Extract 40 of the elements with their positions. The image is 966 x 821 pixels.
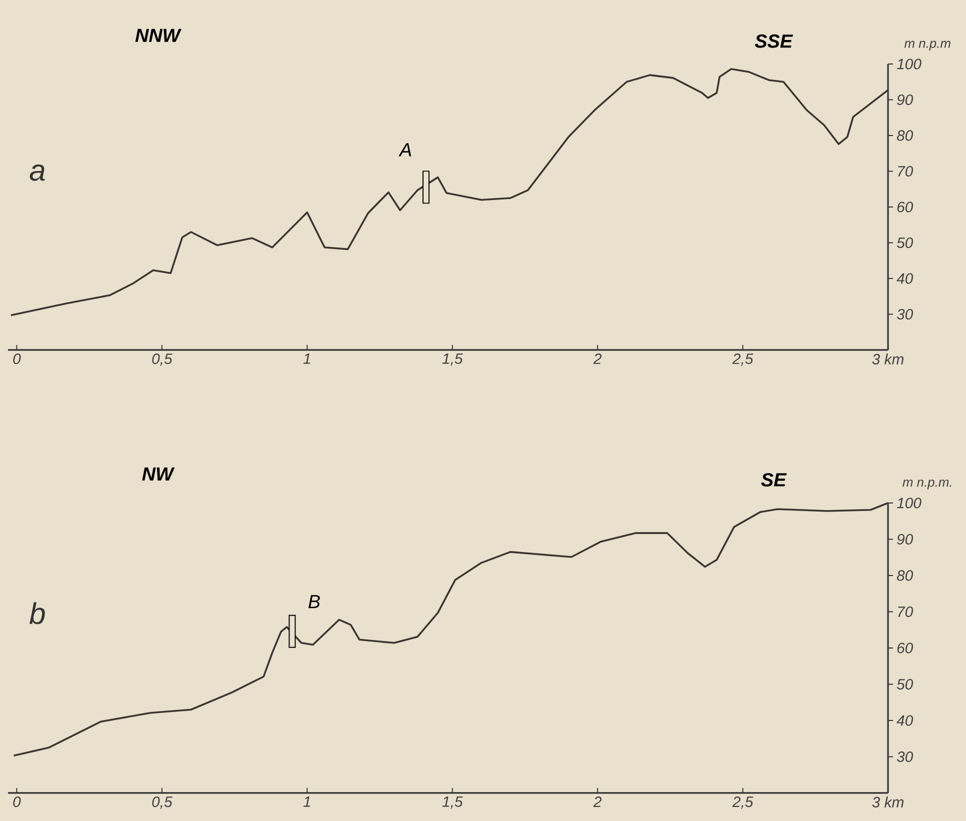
y-tick-label: 50: [896, 237, 914, 248]
y-tick-label: 90: [897, 534, 914, 545]
y-tick-label: 40: [896, 715, 914, 726]
text: NNW: [135, 28, 182, 42]
y-tick-label: 30: [896, 308, 914, 320]
x-tick-label: 2: [593, 796, 602, 807]
text: a: [30, 164, 45, 181]
text: SE: [761, 473, 787, 486]
y-tick-label: 80: [896, 130, 914, 141]
y-tick-label: 60: [897, 202, 914, 212]
x-tick-label: 0: [13, 796, 21, 808]
x-tick-label: 0,5: [152, 796, 172, 809]
y-tick-label: 30: [896, 751, 914, 762]
x-tick-label: 3 km: [872, 796, 904, 808]
text: b: [30, 602, 45, 624]
y-tick-label: 90: [897, 94, 914, 106]
x-tick-label: 2,5: [732, 354, 754, 366]
text: NW: [142, 467, 175, 481]
y-tick-label: 100: [896, 58, 922, 70]
y-tick-label: 60: [897, 642, 914, 654]
x-tick-label: 2,5: [732, 796, 754, 809]
x-tick-label: 2: [593, 354, 602, 364]
text: SSE: [754, 34, 794, 48]
y-axis-title: m n.p.m: [904, 40, 950, 50]
x-tick-label: 0,5: [152, 354, 172, 366]
y-axis-title: m n.p.m.: [902, 480, 952, 490]
y-tick-label: 40: [896, 273, 914, 284]
x-tick-label: 1,5: [442, 354, 463, 366]
y-tick-label: 70: [898, 606, 914, 618]
x-tick-label: 1,5: [442, 796, 463, 809]
x-tick-label: 1: [303, 354, 310, 364]
y-tick-label: 80: [896, 570, 914, 581]
y-tick-label: 70: [898, 166, 914, 177]
y-tick-label: 50: [896, 678, 914, 690]
x-tick-label: 0: [13, 354, 21, 364]
annotation: B: [308, 595, 320, 608]
x-tick-label: 3 km: [872, 354, 904, 364]
x-tick-label: 1: [303, 796, 310, 807]
y-tick-label: 100: [896, 498, 922, 508]
annotation: A: [398, 143, 412, 156]
